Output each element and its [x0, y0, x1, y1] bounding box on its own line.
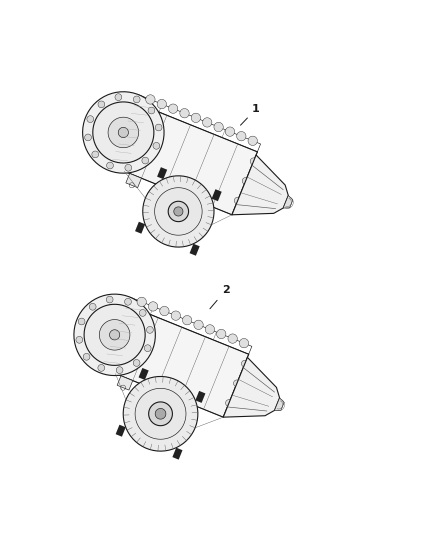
Polygon shape	[185, 197, 201, 212]
Polygon shape	[233, 380, 240, 387]
Polygon shape	[123, 344, 129, 351]
Polygon shape	[108, 117, 138, 148]
Polygon shape	[241, 360, 248, 367]
Polygon shape	[223, 357, 279, 417]
Polygon shape	[228, 334, 237, 343]
Polygon shape	[106, 296, 113, 303]
Polygon shape	[147, 327, 153, 333]
Polygon shape	[226, 400, 233, 406]
Polygon shape	[248, 136, 258, 146]
Polygon shape	[275, 398, 284, 410]
Polygon shape	[155, 188, 202, 235]
Polygon shape	[214, 123, 223, 132]
Polygon shape	[84, 304, 145, 366]
Polygon shape	[116, 425, 126, 437]
Text: 2: 2	[210, 286, 230, 309]
Polygon shape	[242, 177, 249, 184]
Polygon shape	[232, 155, 288, 215]
Polygon shape	[83, 92, 164, 173]
Polygon shape	[239, 338, 249, 348]
Polygon shape	[283, 196, 293, 208]
Polygon shape	[155, 408, 166, 419]
Polygon shape	[195, 391, 205, 403]
Polygon shape	[148, 302, 158, 311]
Polygon shape	[125, 158, 132, 164]
Polygon shape	[76, 336, 83, 343]
Polygon shape	[146, 95, 155, 104]
Polygon shape	[176, 400, 192, 414]
Polygon shape	[205, 325, 215, 334]
Polygon shape	[131, 142, 138, 149]
Polygon shape	[89, 303, 96, 310]
Polygon shape	[183, 316, 192, 325]
Polygon shape	[143, 176, 214, 247]
Polygon shape	[137, 297, 146, 306]
Polygon shape	[116, 367, 123, 374]
Polygon shape	[212, 189, 222, 201]
Polygon shape	[116, 360, 123, 367]
Polygon shape	[125, 164, 132, 171]
Polygon shape	[78, 318, 85, 325]
Polygon shape	[87, 116, 94, 123]
Polygon shape	[217, 329, 226, 338]
Polygon shape	[74, 294, 155, 376]
Polygon shape	[142, 157, 148, 164]
Polygon shape	[98, 101, 105, 108]
Polygon shape	[135, 313, 142, 320]
Polygon shape	[155, 124, 162, 131]
Polygon shape	[133, 96, 140, 103]
Polygon shape	[99, 320, 130, 350]
Polygon shape	[133, 102, 258, 157]
Polygon shape	[174, 207, 183, 216]
Polygon shape	[225, 127, 235, 136]
Polygon shape	[117, 376, 133, 390]
Polygon shape	[129, 328, 136, 335]
Polygon shape	[123, 376, 198, 451]
Polygon shape	[153, 142, 160, 149]
Polygon shape	[135, 389, 186, 439]
Polygon shape	[116, 311, 249, 417]
Polygon shape	[202, 118, 212, 127]
Polygon shape	[124, 305, 249, 360]
Polygon shape	[139, 310, 146, 316]
Polygon shape	[124, 298, 131, 305]
Polygon shape	[190, 244, 200, 256]
Polygon shape	[126, 173, 141, 188]
Polygon shape	[124, 108, 258, 215]
Polygon shape	[171, 311, 180, 320]
Polygon shape	[133, 360, 140, 366]
Polygon shape	[148, 402, 173, 426]
Polygon shape	[118, 127, 128, 138]
Polygon shape	[237, 132, 246, 141]
Polygon shape	[157, 167, 167, 179]
Polygon shape	[148, 107, 155, 114]
Polygon shape	[92, 151, 99, 158]
Polygon shape	[144, 110, 151, 117]
Polygon shape	[106, 162, 113, 169]
Polygon shape	[85, 134, 92, 141]
Polygon shape	[138, 368, 148, 380]
Polygon shape	[93, 102, 154, 163]
Polygon shape	[191, 113, 201, 123]
Polygon shape	[234, 197, 241, 204]
Polygon shape	[115, 94, 122, 101]
Polygon shape	[168, 201, 188, 222]
Polygon shape	[110, 330, 120, 340]
Polygon shape	[144, 345, 151, 352]
Polygon shape	[194, 320, 203, 329]
Polygon shape	[160, 306, 169, 316]
Polygon shape	[250, 158, 257, 165]
Polygon shape	[110, 102, 150, 171]
Polygon shape	[98, 365, 105, 372]
Text: 1: 1	[240, 104, 260, 125]
Polygon shape	[135, 222, 145, 233]
Polygon shape	[83, 353, 90, 360]
Polygon shape	[169, 104, 178, 114]
Polygon shape	[101, 305, 141, 374]
Polygon shape	[138, 126, 145, 133]
Polygon shape	[180, 109, 189, 118]
Polygon shape	[157, 99, 166, 109]
Polygon shape	[173, 448, 183, 459]
